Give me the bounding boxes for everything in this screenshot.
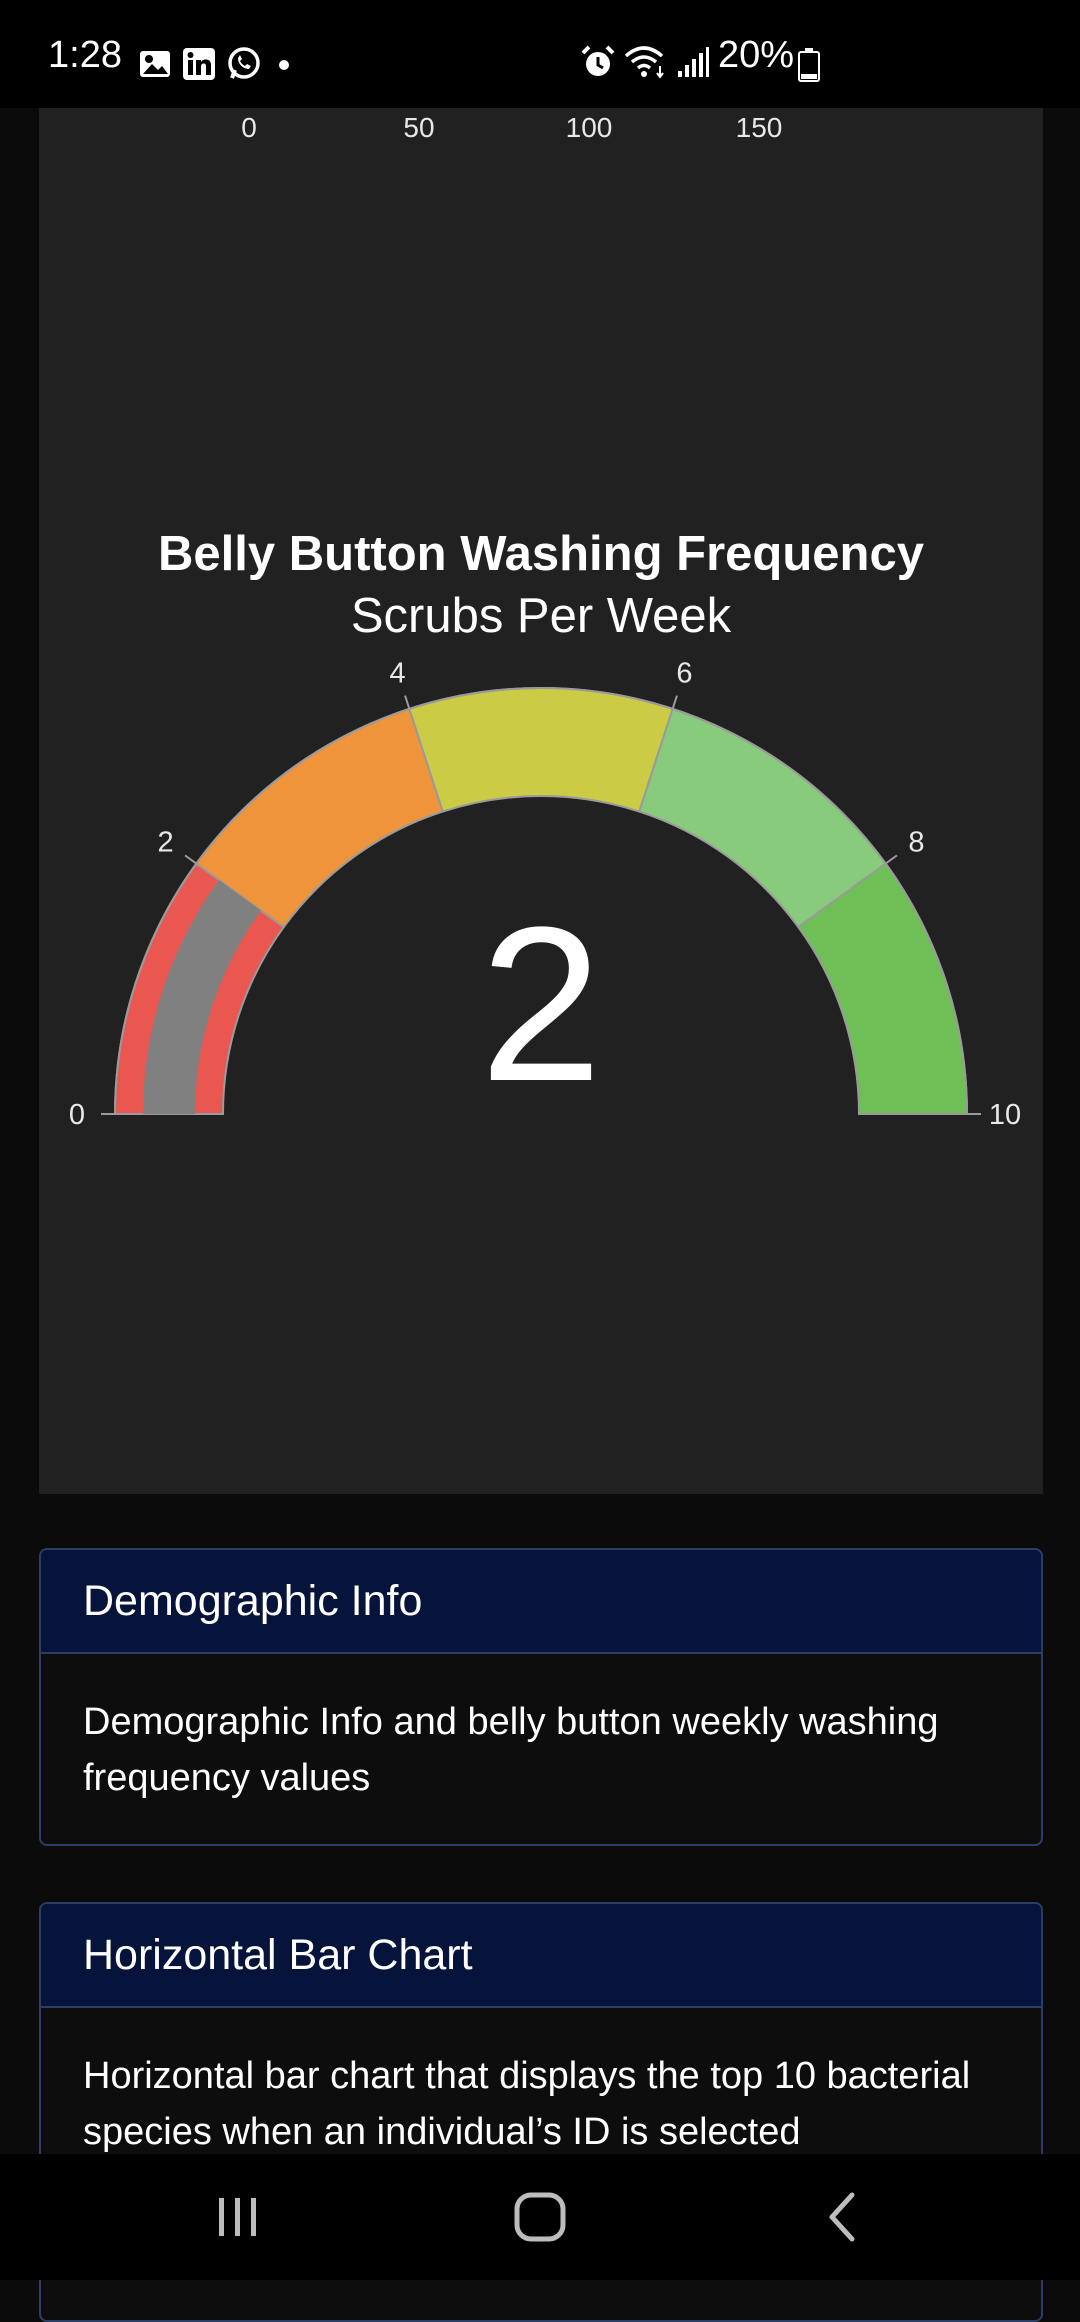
card-header: Horizontal Bar Chart: [41, 1904, 1041, 2008]
card-body: Demographic Info and belly button weekly…: [83, 1701, 939, 1799]
battery-percent: 20%: [718, 34, 795, 76]
recent-apps-icon[interactable]: [198, 2184, 278, 2250]
gauge-tick-label: 4: [390, 658, 406, 690]
gauge-band-2: [408, 687, 674, 813]
gauge-tick-label: 10: [989, 1099, 1021, 1131]
home-icon[interactable]: [500, 2184, 580, 2250]
back-icon[interactable]: [802, 2184, 882, 2250]
whatsapp-icon: [226, 46, 262, 87]
gauge-subtitle: Scrubs Per Week: [350, 589, 732, 643]
linkedin-icon: [182, 47, 216, 86]
gauge-panel: 0 50 100 150 Belly Button Washing Freque…: [39, 108, 1043, 1494]
demographic-info-card: Demographic Info Demographic Info and be…: [39, 1548, 1043, 1846]
card-header: Demographic Info: [41, 1550, 1041, 1654]
gauge-value-label: 2: [480, 881, 602, 1127]
status-time: 1:28: [48, 34, 122, 76]
gauge-tick-label: 8: [908, 826, 924, 858]
image-icon: [138, 49, 172, 84]
dot-icon: [272, 49, 296, 84]
signal-icon: [676, 45, 710, 84]
gauge-value-bar: [143, 880, 262, 1114]
card-title: Demographic Info: [83, 1576, 423, 1625]
gauge-title: Belly Button Washing Frequency: [158, 527, 924, 581]
system-icons: [580, 44, 710, 85]
gauge-chart: 0 2 4 6 8 10 2: [69, 658, 1021, 1131]
gauge-tick: [671, 695, 678, 710]
top-axis: 0 50 100 150: [39, 108, 1043, 168]
gauge-tick: [184, 854, 197, 865]
status-bar: 1:28 20%: [0, 0, 1080, 108]
top-axis-tick: 100: [565, 112, 613, 143]
gauge-tick: [404, 695, 411, 710]
navigation-bar: [0, 2154, 1080, 2280]
card-body: Horizontal bar chart that displays the t…: [83, 2055, 971, 2153]
wifi-icon: [624, 44, 668, 85]
alarm-icon: [580, 44, 616, 85]
gauge-outline: [114, 687, 968, 1115]
notification-icons: [138, 46, 296, 87]
top-axis-tick: 0: [241, 112, 257, 143]
gauge-tick-label: 2: [158, 826, 174, 858]
gauge-tick-label: 6: [676, 658, 692, 690]
card-title: Horizontal Bar Chart: [83, 1930, 473, 1979]
gauge-tick: [885, 854, 898, 865]
battery-icon: [798, 48, 820, 87]
top-axis-tick: 150: [735, 112, 783, 143]
top-axis-tick: 50: [403, 112, 435, 143]
gauge-tick-label: 0: [69, 1099, 85, 1131]
